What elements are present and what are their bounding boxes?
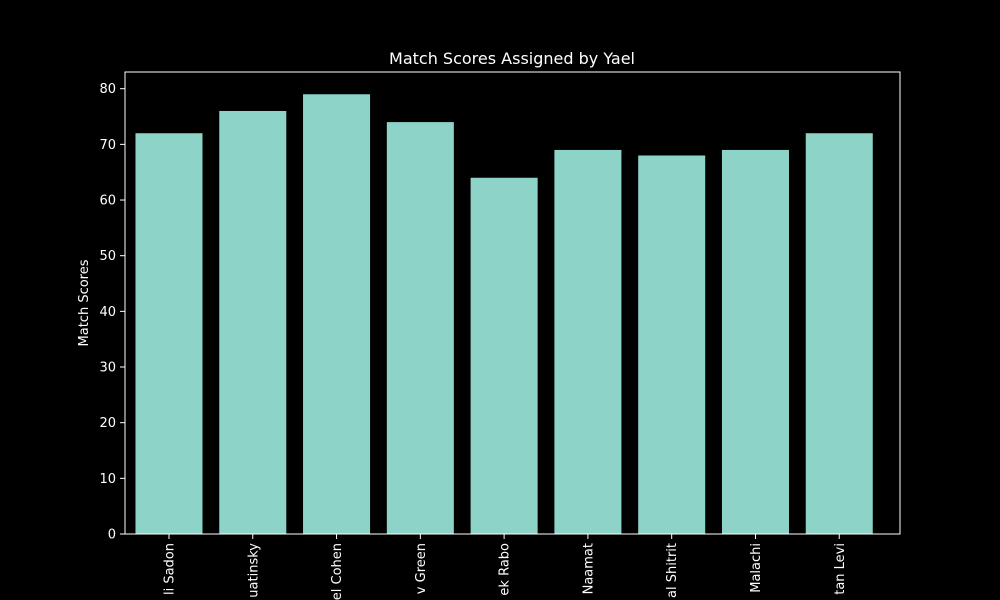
- bar-1: [219, 110, 287, 535]
- x-tick-label-3: v Green: [414, 543, 429, 594]
- bars-layer: [135, 94, 873, 535]
- y-tick-label-7: 70: [99, 138, 116, 153]
- x-tick-label-8: tan Levi: [833, 543, 848, 595]
- x-tick-label-2: el Cohen: [330, 543, 345, 600]
- y-tick-label-3: 30: [99, 361, 116, 376]
- x-tick-label-4: ek Rabo: [498, 543, 513, 596]
- bar-7: [721, 149, 789, 534]
- y-axis-title: Match Scores: [77, 259, 92, 346]
- x-tick-labels: li Sadon uatinsky el Cohen v Green ek Rabo Na…: [162, 543, 847, 600]
- y-tick-label-4: 40: [99, 305, 116, 320]
- bar-6: [638, 155, 706, 535]
- y-tick-label-0: 0: [108, 528, 116, 543]
- bar-8: [805, 133, 873, 535]
- chart-title: Match Scores Assigned by Yael: [389, 49, 635, 68]
- bar-3: [386, 122, 454, 534]
- y-tick-label-5: 50: [99, 249, 116, 264]
- x-tick-label-5: Naamat: [581, 543, 596, 594]
- bar-0: [135, 133, 203, 535]
- y-tick-label-8: 80: [99, 82, 116, 97]
- x-tick-label-6: al Shitrit: [665, 543, 680, 598]
- axes-layer: 0 10 20 30 40 50 60 70 80 li Sadon uatinsky el Cohe…: [99, 71, 901, 600]
- y-tick-label-1: 10: [99, 472, 116, 487]
- plot-frame: [124, 71, 901, 535]
- y-tick-label-6: 60: [99, 194, 116, 209]
- x-tick-label-0: li Sadon: [162, 543, 177, 595]
- bar-2: [303, 94, 371, 535]
- x-tick-label-1: uatinsky: [246, 543, 261, 598]
- x-tick-label-7: Malachi: [749, 543, 764, 593]
- bar-4: [470, 177, 538, 534]
- bar-5: [554, 149, 622, 534]
- y-tick-label-2: 20: [99, 416, 116, 431]
